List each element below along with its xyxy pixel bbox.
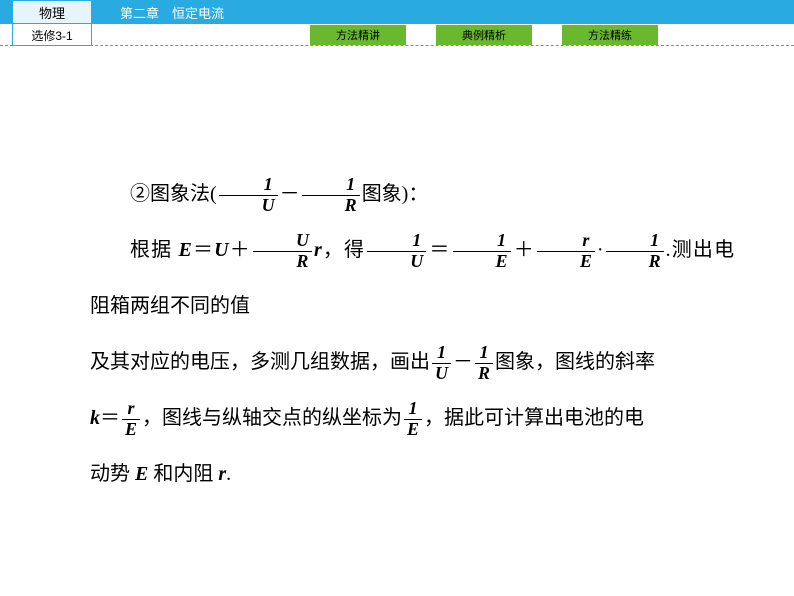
var-E-2: E (135, 463, 148, 485)
dot: · (597, 239, 604, 261)
text: ，得 (322, 239, 365, 261)
eq: ＝ (100, 407, 120, 429)
text: 动势 (90, 463, 135, 485)
edition-label: 选修3-1 (13, 24, 91, 46)
fraction-1-over-E: 1E (453, 231, 511, 272)
tabs-row: 方法精讲 典例精析 方法精练 (0, 24, 794, 46)
plus: ＋ (513, 239, 535, 261)
subject-box: 物理 选修3-1 (12, 0, 92, 46)
fraction-1-over-R: 1R (302, 175, 360, 216)
plus: ＋ (229, 239, 251, 261)
fraction-1-over-R-2: 1R (606, 231, 664, 272)
fraction-1-over-U-3: 1U (432, 343, 451, 384)
var-r-2: r (218, 463, 226, 485)
text: . (226, 463, 231, 485)
minus: － (280, 183, 300, 205)
fraction-r-over-E-2: rE (122, 399, 140, 440)
var-U: U (214, 239, 228, 261)
header-bar: 第二章 恒定电流 (0, 0, 794, 24)
line-3: 及其对应的电压，多测几组数据，画出1U－1R图象，图线的斜率 (90, 334, 734, 390)
eq: ＝ (428, 239, 450, 261)
line-4: k＝rE，图线与纵轴交点的纵坐标为1E，据此可计算出电池的电 (90, 390, 734, 446)
var-E: E (178, 239, 191, 261)
text: ，图线与纵轴交点的纵坐标为 (142, 407, 402, 429)
fraction-1-over-U: 1U (219, 175, 278, 216)
text: 和内阻 (148, 463, 218, 485)
text: 及其对应的电压，多测几组数据，画出 (90, 351, 430, 373)
chapter-title: 第二章 恒定电流 (120, 3, 224, 22)
text: ，据此可计算出电池的电 (424, 407, 644, 429)
paragraph-main: 根据 E＝U＋URr，得1U＝1E＋rE·1R.测出电阻箱两组不同的值 及其对应… (90, 222, 734, 502)
line-5: 动势 E 和内阻 r. (90, 446, 734, 502)
text: 根据 (130, 239, 178, 261)
minus: － (453, 351, 473, 373)
text: 图象，图线的斜率 (495, 351, 655, 373)
tab-example-analysis[interactable]: 典例精析 (436, 25, 532, 45)
content-area: ②图象法(1U－1R图象)： 根据 E＝U＋URr，得1U＝1E＋rE·1R.测… (0, 46, 794, 542)
eq: ＝ (192, 239, 214, 261)
fraction-1-over-E-2: 1E (404, 399, 422, 440)
subject-label: 物理 (13, 1, 91, 24)
var-k: k (90, 407, 100, 429)
line-1: ②图象法(1U－1R图象)： (90, 166, 734, 222)
fraction-1-over-U-2: 1U (367, 231, 426, 272)
text: ②图象法( (130, 183, 217, 205)
var-r: r (314, 239, 322, 261)
text: 图象)： (362, 183, 429, 205)
tab-method-explain[interactable]: 方法精讲 (310, 25, 406, 45)
tab-method-practice[interactable]: 方法精练 (562, 25, 658, 45)
fraction-r-over-E: rE (537, 231, 595, 272)
fraction-U-over-R: UR (253, 231, 312, 272)
line-2: 根据 E＝U＋URr，得1U＝1E＋rE·1R.测出电阻箱两组不同的值 (90, 222, 734, 334)
fraction-1-over-R-3: 1R (475, 343, 493, 384)
